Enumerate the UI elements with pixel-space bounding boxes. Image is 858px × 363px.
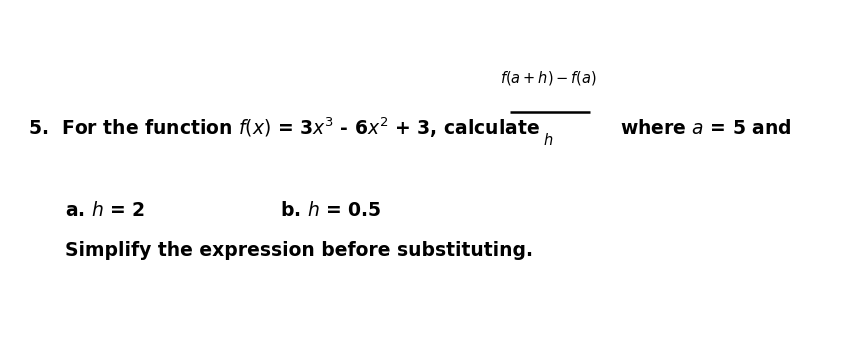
Text: 5.  For the function $f(x)$ = 3$x^3$ - 6$x^2$ + 3, calculate: 5. For the function $f(x)$ = 3$x^3$ - 6$… bbox=[28, 116, 541, 140]
Text: $f(a+h) - f(a)$: $f(a+h) - f(a)$ bbox=[499, 69, 596, 87]
Text: a. $h$ = 2: a. $h$ = 2 bbox=[65, 200, 145, 220]
Text: $h$: $h$ bbox=[543, 132, 553, 148]
Text: where $a$ = 5 and: where $a$ = 5 and bbox=[620, 118, 792, 138]
Text: Simplify the expression before substituting.: Simplify the expression before substitut… bbox=[65, 241, 533, 260]
Text: b. $h$ = 0.5: b. $h$ = 0.5 bbox=[280, 200, 382, 220]
